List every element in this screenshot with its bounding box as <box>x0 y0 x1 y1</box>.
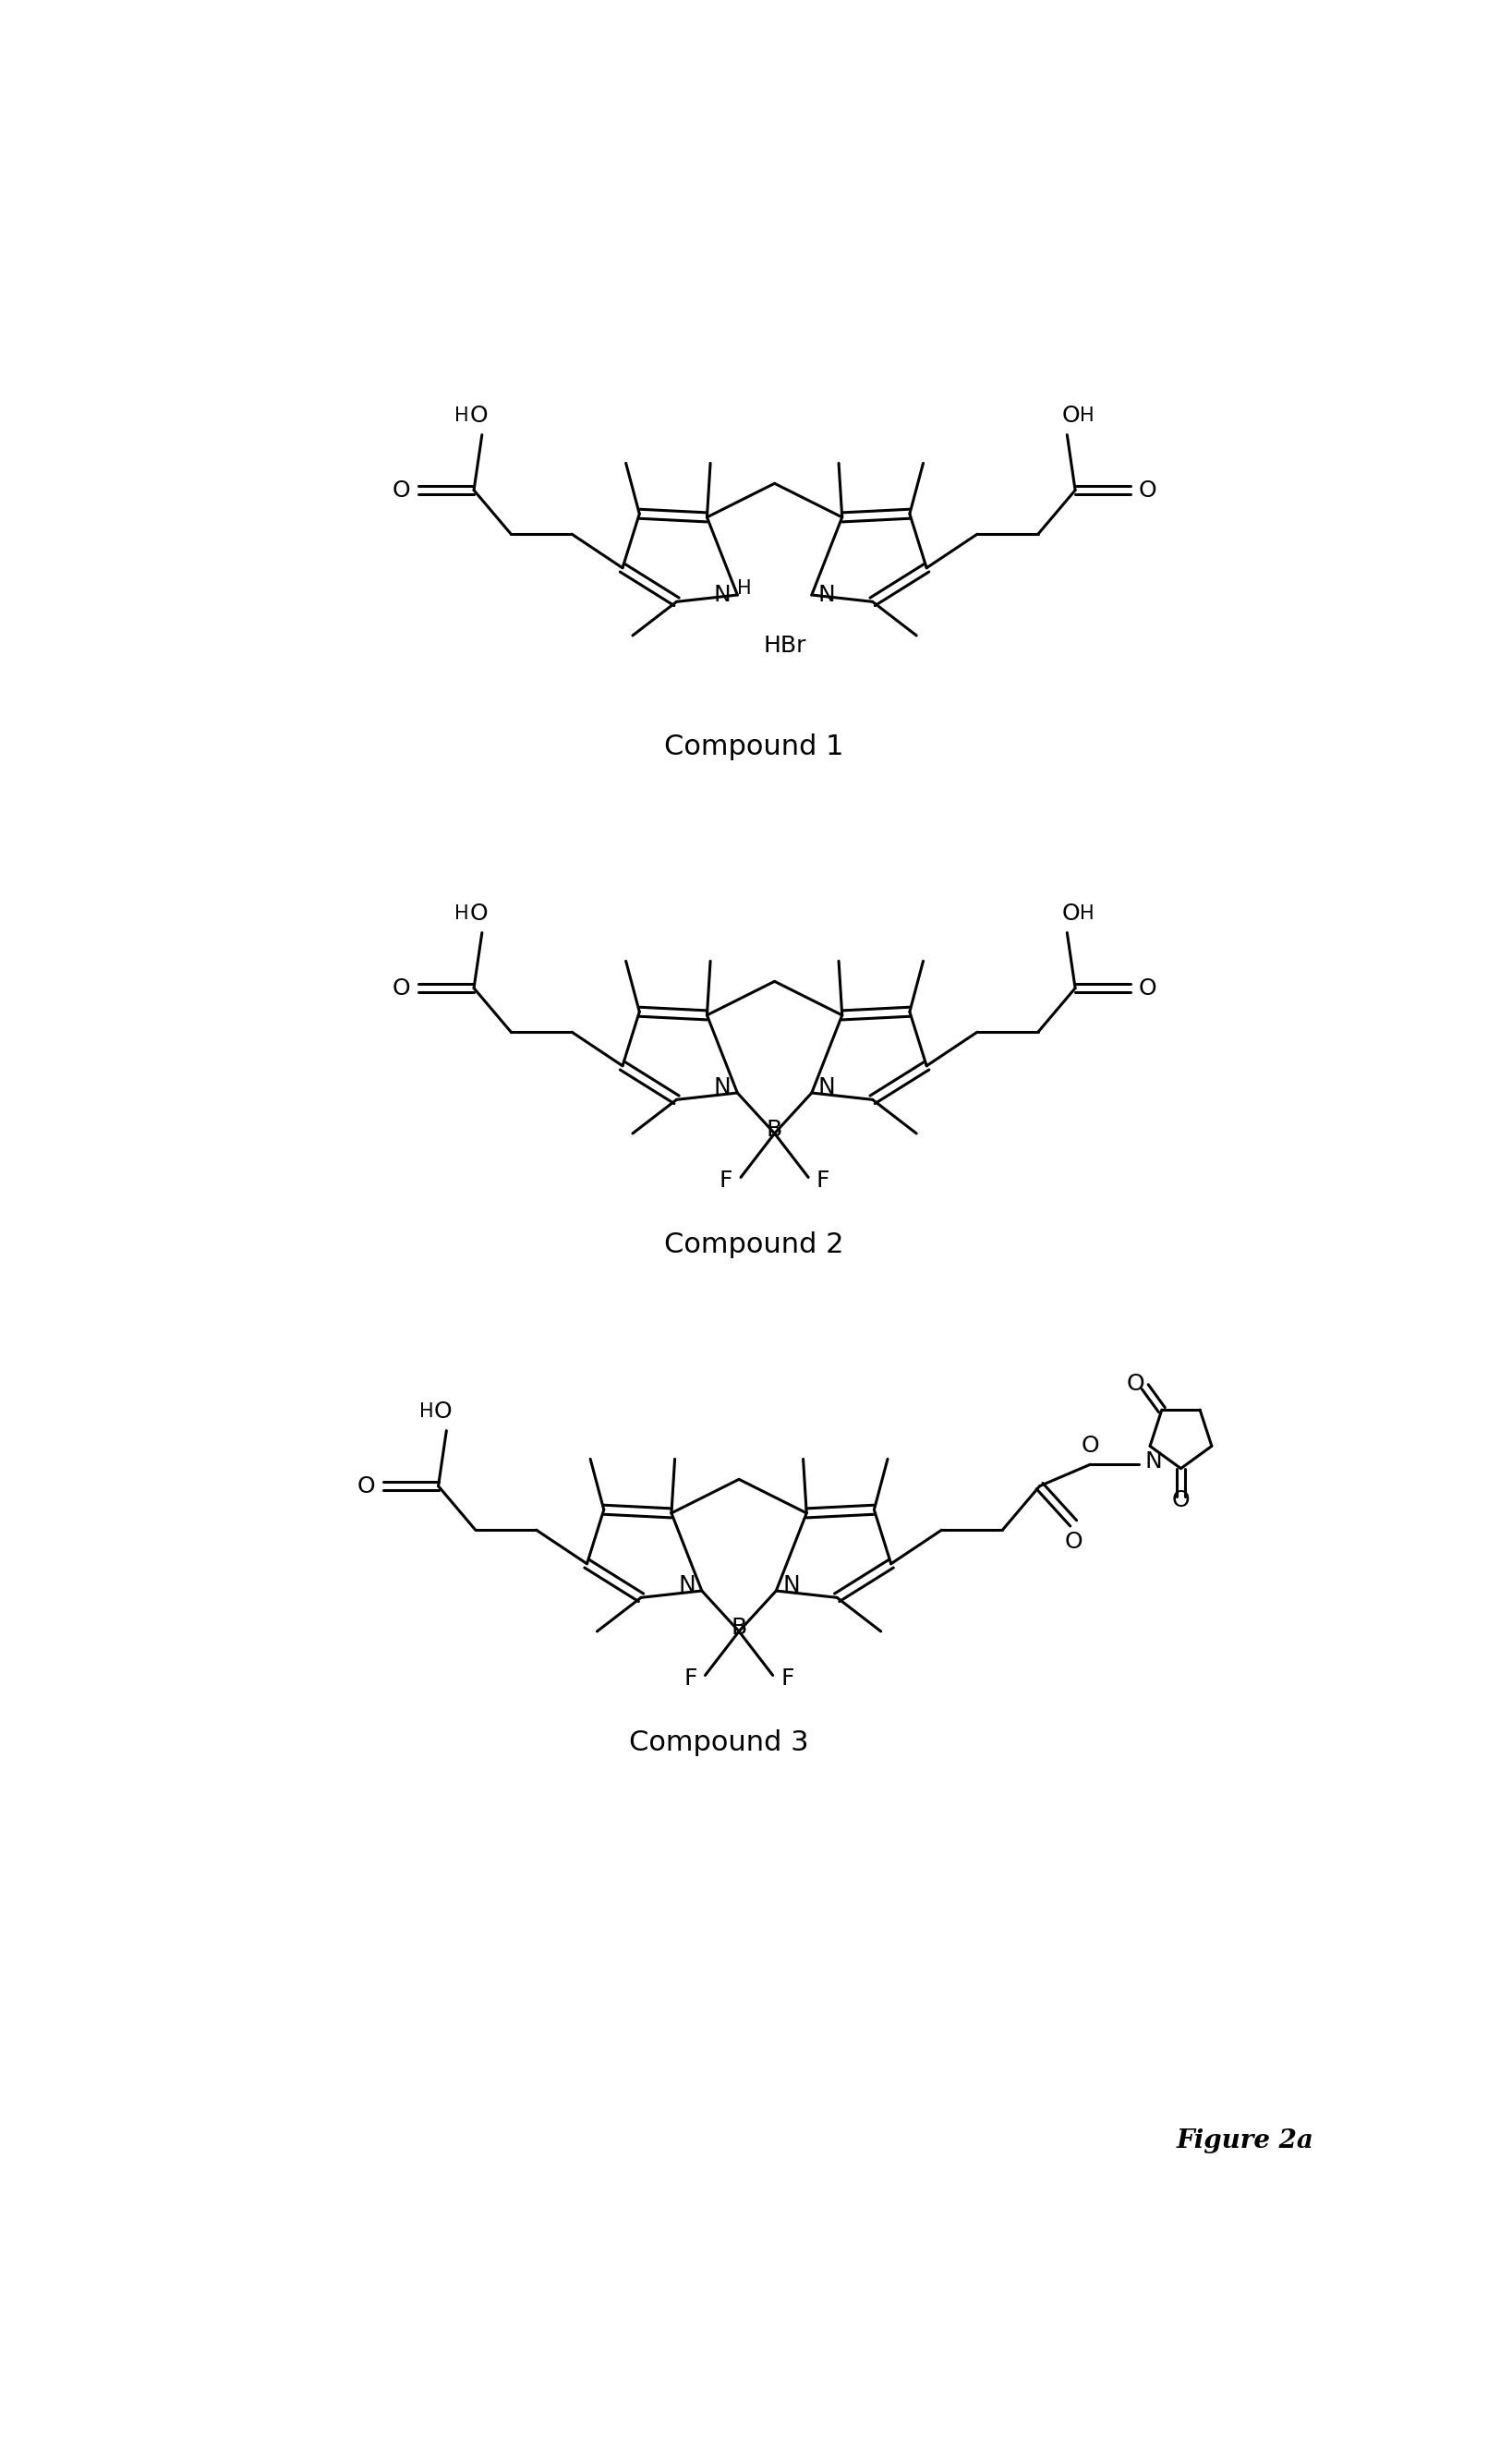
Text: O: O <box>393 977 411 999</box>
Text: O: O <box>1061 404 1080 426</box>
Text: B: B <box>730 1616 747 1638</box>
Text: N: N <box>1145 1450 1163 1472</box>
Text: O: O <box>1064 1531 1083 1553</box>
Text: Compound 2: Compound 2 <box>664 1232 844 1259</box>
Text: N: N <box>714 583 732 605</box>
Text: F: F <box>683 1668 697 1690</box>
Text: O: O <box>470 404 488 426</box>
Text: H: H <box>736 578 751 598</box>
Text: N: N <box>782 1575 800 1597</box>
Text: N: N <box>714 1078 732 1100</box>
Text: O: O <box>1126 1374 1145 1396</box>
Text: H: H <box>455 407 469 426</box>
Text: HBr: HBr <box>764 634 806 656</box>
Text: O: O <box>1139 977 1157 999</box>
Text: N: N <box>818 583 835 605</box>
Text: H: H <box>455 904 469 923</box>
Text: Compound 1: Compound 1 <box>664 735 844 759</box>
Text: H: H <box>419 1403 434 1420</box>
Text: B: B <box>767 1119 783 1141</box>
Text: Figure 2a: Figure 2a <box>1176 2128 1314 2153</box>
Text: O: O <box>1061 904 1080 926</box>
Text: N: N <box>818 1078 835 1100</box>
Text: F: F <box>816 1171 830 1193</box>
Text: O: O <box>1081 1435 1099 1457</box>
Text: O: O <box>393 480 411 502</box>
Text: O: O <box>1139 480 1157 502</box>
Text: H: H <box>1080 904 1095 923</box>
Text: H: H <box>1080 407 1095 426</box>
Text: O: O <box>1172 1489 1190 1511</box>
Text: O: O <box>434 1401 452 1423</box>
Text: O: O <box>357 1474 375 1496</box>
Text: N: N <box>679 1575 696 1597</box>
Text: F: F <box>720 1171 733 1193</box>
Text: F: F <box>780 1668 794 1690</box>
Text: O: O <box>470 904 488 926</box>
Text: Compound 3: Compound 3 <box>629 1729 809 1756</box>
